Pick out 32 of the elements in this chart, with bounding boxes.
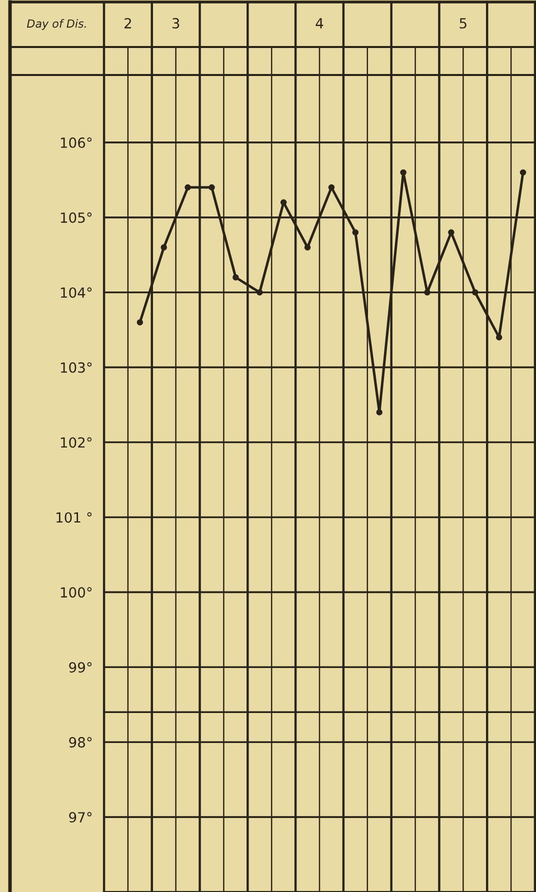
point [424, 289, 430, 296]
point [184, 184, 191, 191]
text: 3 [172, 18, 180, 29]
y-tick-label: 98° [69, 737, 92, 748]
point [256, 289, 263, 296]
point [400, 169, 406, 176]
point [304, 244, 311, 251]
y-tick-label: 103° [60, 362, 92, 373]
y-tick-label: 100° [60, 587, 92, 598]
point [160, 244, 167, 251]
point [136, 319, 144, 326]
point [520, 169, 526, 176]
text: 2 [124, 18, 131, 28]
text: 5 [460, 18, 466, 29]
y-tick-label: 104° [60, 287, 92, 298]
y-tick-label: 101 ° [56, 512, 92, 523]
point [280, 199, 287, 206]
point [208, 184, 215, 191]
text: Day of Dis. [26, 19, 86, 30]
point [232, 274, 239, 280]
point [472, 289, 478, 296]
point [352, 229, 359, 236]
y-tick-label: 106° [60, 137, 92, 148]
point [328, 184, 335, 191]
point [448, 229, 454, 236]
text: 4 [316, 18, 324, 28]
point [376, 409, 382, 416]
y-tick-label: 105° [60, 212, 92, 223]
y-tick-label: 97° [69, 812, 92, 823]
y-tick-label: 102° [60, 437, 92, 448]
point [496, 334, 502, 340]
y-tick-label: 99° [69, 662, 92, 673]
